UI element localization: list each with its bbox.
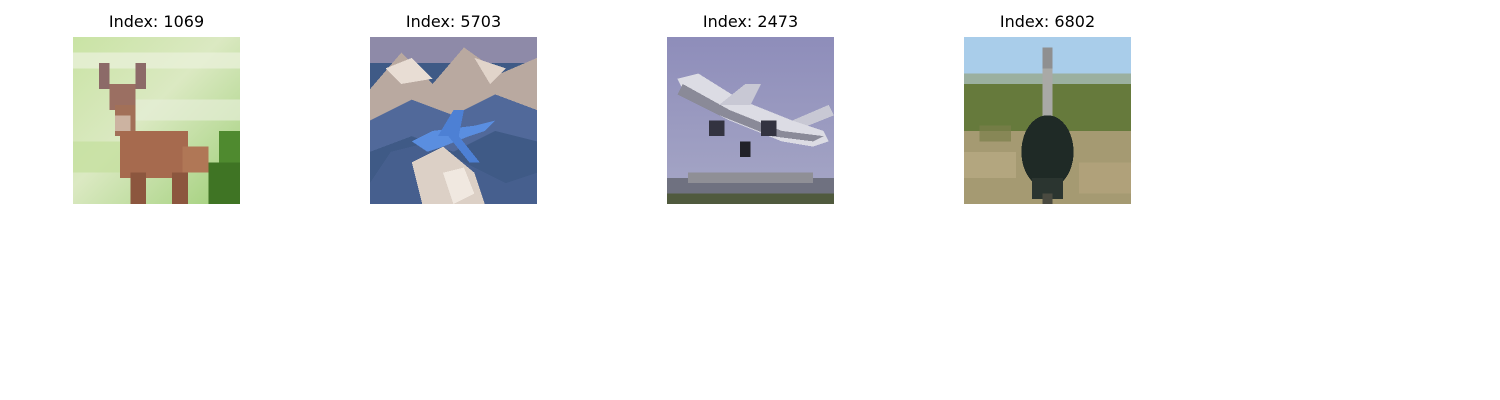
ostrich-thumbnail bbox=[964, 37, 1131, 204]
deer-thumbnail bbox=[73, 37, 240, 204]
panel-title: Index: 5703 bbox=[405, 12, 502, 31]
panel-title: Index: 6802 bbox=[999, 12, 1096, 31]
airplane-mountains-thumbnail bbox=[370, 37, 537, 204]
panel-title: Index: 1069 bbox=[108, 12, 205, 31]
airplane-takeoff-thumbnail bbox=[667, 37, 834, 204]
panel-title: Index: 2473 bbox=[702, 12, 799, 31]
